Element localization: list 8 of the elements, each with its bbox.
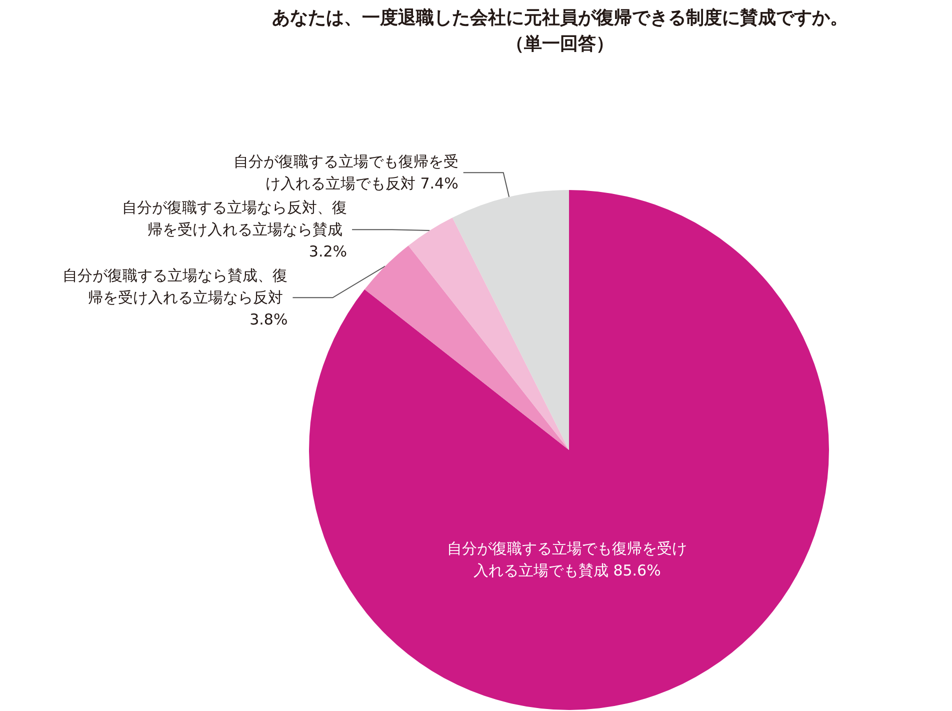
data-label: 3.2% [308,242,348,261]
slice-label: 自分が復職する立場でも復帰を受け入れる立場でも反対 7.4% [233,152,458,193]
slice-label: 自分が復職する立場なら反対、復帰を受け入れる立場なら賛成 [122,198,348,239]
chart-title: あなたは、一度退職した会社に元社員が復帰できる制度に賛成ですか。 [272,8,848,28]
slice-label: 自分が復職する立場なら賛成、復帰を受け入れる立場なら反対 [62,266,288,307]
slice-label: 自分が復職する立場でも復帰を受け入れる立場でも賛成 85.6% [447,540,688,580]
data-label: 3.8% [250,310,288,329]
chart-subtitle: （単一回答） [506,34,614,54]
